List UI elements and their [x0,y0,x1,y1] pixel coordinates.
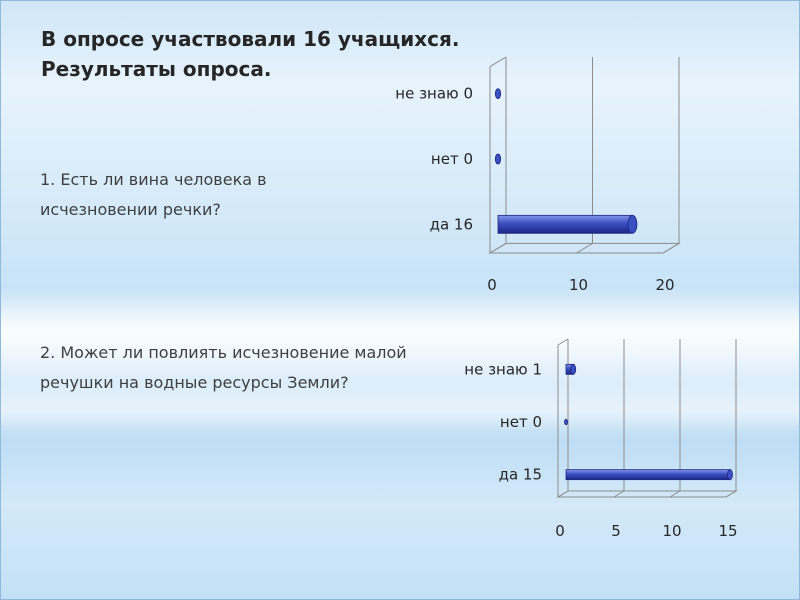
chart-gridline [576,242,593,254]
bar [494,88,502,100]
question-2-line: речушки на водные ресурсы Земли? [40,373,349,392]
y-category-label: нет 0 [500,413,542,431]
bar-cap [494,153,502,165]
question-2: 2. Может ли повлиять исчезновение малой … [40,338,407,398]
chart-gridline [489,242,507,254]
question-1: 1. Есть ли вина человека в исчезновении … [40,165,267,225]
chart-gridline [557,490,569,498]
bar-cap [627,214,638,234]
bar [494,153,502,165]
y-category-label: не знаю 1 [464,360,542,378]
x-tick-label: 0 [487,276,497,294]
slide-title: В опросе участвовали 16 учащихся. Резуль… [41,24,459,84]
x-tick-label: 20 [655,276,674,294]
question-2-line: 2. Может ли повлиять исчезновение малой [40,343,407,362]
bar [564,418,568,426]
x-tick-label: 15 [718,522,737,540]
bar [565,363,577,375]
x-tick-label: 0 [555,522,565,540]
chart-gridline [662,242,680,254]
bar-cap [727,469,733,481]
y-category-label: да 15 [499,466,542,484]
y-category-label: не знаю 0 [395,85,473,103]
chart-gridline [669,490,681,498]
chart-axis-line [489,56,507,68]
chart-axis-line [557,338,569,346]
bar-cap [494,88,502,100]
x-tick-label: 5 [611,522,621,540]
question-1-line: исчезновении речки? [40,200,221,219]
x-tick-label: 10 [662,522,681,540]
chart-gridline [613,490,625,498]
slide-title-line: Результаты опроса. [41,57,272,81]
question-1-line: 1. Есть ли вина человека в [40,170,267,189]
chart-gridline [725,490,737,498]
slide-title-line: В опросе участвовали 16 учащихся. [41,27,460,51]
bar-cap [564,418,568,426]
bar [497,214,638,234]
y-category-label: да 16 [430,215,473,233]
bar [565,469,733,481]
x-tick-label: 10 [569,276,588,294]
bar-cap [570,363,577,375]
y-category-label: нет 0 [431,150,473,168]
